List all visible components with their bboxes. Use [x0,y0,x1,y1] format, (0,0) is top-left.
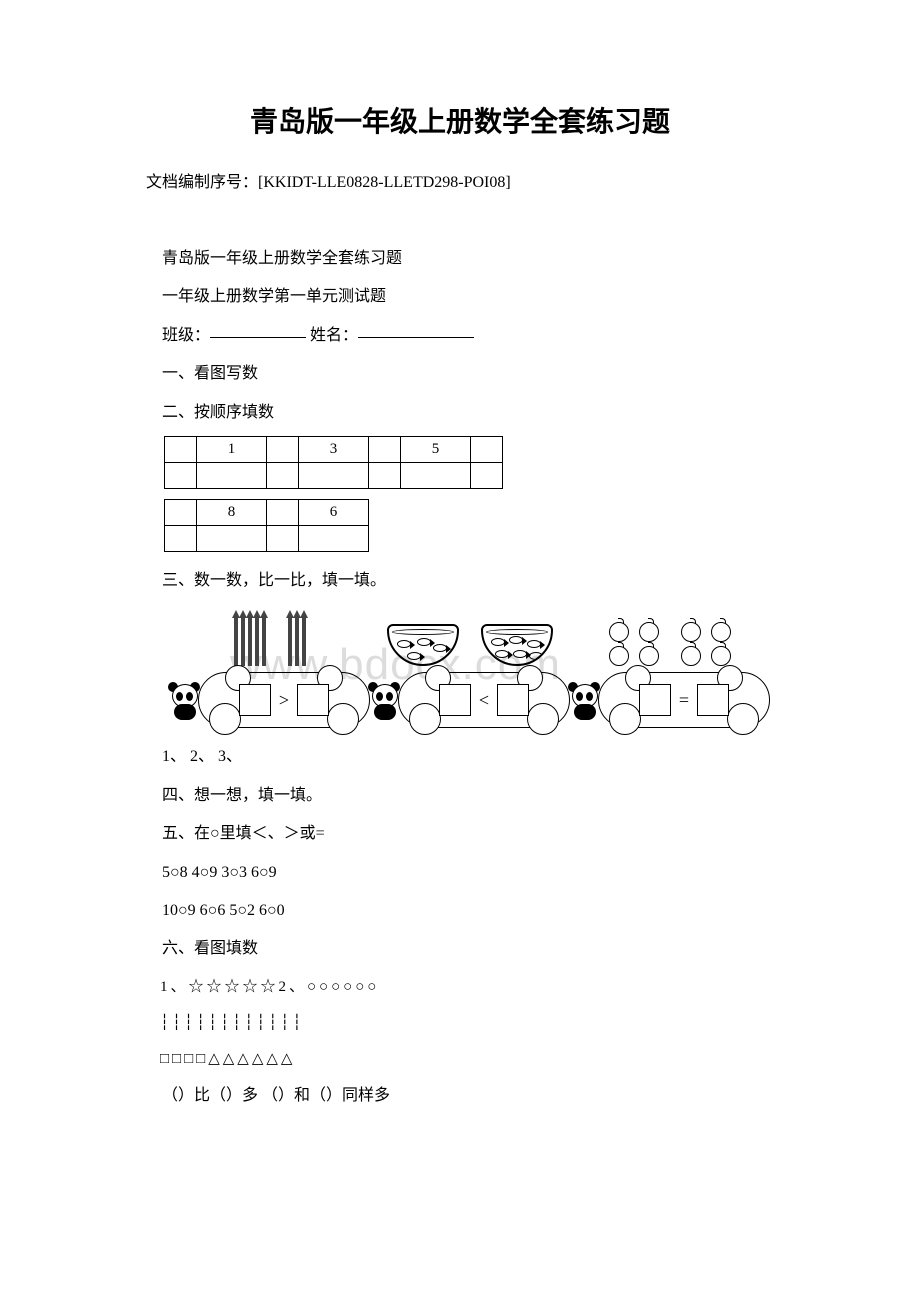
table-cell[interactable] [267,436,299,462]
class-label: 班级： [162,327,210,344]
section-5-q2: 10○9 6○6 5○2 6○0 [130,892,790,930]
table-cell[interactable] [165,525,197,551]
table-cell[interactable] [401,462,471,488]
table-cell[interactable] [165,499,197,525]
table-cell[interactable] [369,436,401,462]
pencil-icon [255,618,259,666]
pencil-icon [288,618,292,666]
table-cell[interactable]: 6 [299,499,369,525]
answer-cloud: = [570,672,770,728]
table-cell[interactable] [165,462,197,488]
bowl-groups [370,608,570,666]
answer-box[interactable] [439,684,471,716]
section-6-l3: □□□□△△△△△△ [130,1041,790,1077]
operator: < [479,690,489,711]
pencil-icon [302,618,306,666]
table-cell[interactable]: 8 [197,499,267,525]
table-cell[interactable] [197,462,267,488]
section-5: 五、在○里填＜、＞或= [130,815,790,853]
section-6-l4: （）比（）多 （）和（）同样多 [130,1077,790,1115]
apple-icon [711,646,731,666]
answer-cloud: < [370,672,570,728]
table-cell[interactable]: 1 [197,436,267,462]
name-blank[interactable] [358,337,474,338]
table-row [165,525,369,551]
pencil-icon [295,618,299,666]
figure-3: = [570,608,770,728]
apple-icon [609,622,629,642]
pencil-group-left [234,618,266,666]
doc-id-line: 文档编制序号：[KKIDT-LLE0828-LLETD298-POI08] [130,168,790,192]
section-5-q1: 5○8 4○9 3○3 6○9 [130,854,790,892]
pencil-icon [234,618,238,666]
apple-icon [681,646,701,666]
section-6-l1: 1、☆☆☆☆☆2、○○○○○○ [130,969,790,1005]
pencil-icon [262,618,266,666]
table-cell[interactable] [299,462,369,488]
answer-box[interactable] [497,684,529,716]
table-cell[interactable] [267,499,299,525]
answer-box[interactable] [639,684,671,716]
table-cell[interactable] [197,525,267,551]
section-1: 一、看图写数 [130,355,790,393]
class-blank[interactable] [210,337,306,338]
page-title: 青岛版一年级上册数学全套练习题 [130,100,790,140]
answer-cloud: > [170,672,370,728]
pencil-icon [241,618,245,666]
table-cell[interactable] [299,525,369,551]
panda-icon [366,682,406,722]
answer-box[interactable] [239,684,271,716]
operator: = [679,690,689,711]
name-label: 姓名： [306,327,358,344]
apple-group-left [609,622,659,666]
table-cell[interactable] [471,436,503,462]
apple-icon [711,622,731,642]
figure-row: > [170,608,770,728]
sequence-table-1: 1 3 5 [164,436,503,489]
sequence-table-2: 8 6 [164,499,369,552]
section-6-l2: ┆┆┆┆┆┆┆┆┆┆┆┆ [130,1005,790,1041]
table-cell[interactable]: 3 [299,436,369,462]
operator: > [279,690,289,711]
table-row: 1 3 5 [165,436,503,462]
figure-1: > [170,608,370,728]
answer-box[interactable] [697,684,729,716]
doc-id-label: 文档编制序号： [146,174,258,191]
apple-icon [639,646,659,666]
apple-icon [639,622,659,642]
section-2: 二、按顺序填数 [130,394,790,432]
fishbowl-icon [481,624,553,666]
panda-icon [166,682,206,722]
subtitle-1: 青岛版一年级上册数学全套练习题 [130,240,790,278]
section-6: 六、看图填数 [130,930,790,968]
apple-icon [609,646,629,666]
subtitle-2: 一年级上册数学第一单元测试题 [130,278,790,316]
doc-id-value: [KKIDT-LLE0828-LLETD298-POI08] [258,174,511,191]
panda-icon [566,682,606,722]
pencil-groups [170,608,370,666]
document-content: 青岛版一年级上册数学全套练习题 文档编制序号：[KKIDT-LLE0828-LL… [130,100,790,1115]
answer-box[interactable] [297,684,329,716]
apple-group-right [681,622,731,666]
table-cell[interactable]: 5 [401,436,471,462]
apple-icon [681,622,701,642]
pencil-icon [248,618,252,666]
table-cell[interactable] [471,462,503,488]
section-3-items: 1、 2、 3、 [130,738,790,776]
pencil-group-right [288,618,306,666]
table-row [165,462,503,488]
section-3: 三、数一数，比一比，填一填。 [130,562,790,600]
class-name-line: 班级： 姓名： [130,317,790,355]
table-row: 8 6 [165,499,369,525]
figure-2: < [370,608,570,728]
table-cell[interactable] [369,462,401,488]
section-4: 四、想一想，填一填。 [130,777,790,815]
apple-groups [570,608,770,666]
table-cell[interactable] [267,462,299,488]
table-cell[interactable] [267,525,299,551]
fishbowl-icon [387,624,459,666]
table-cell[interactable] [165,436,197,462]
